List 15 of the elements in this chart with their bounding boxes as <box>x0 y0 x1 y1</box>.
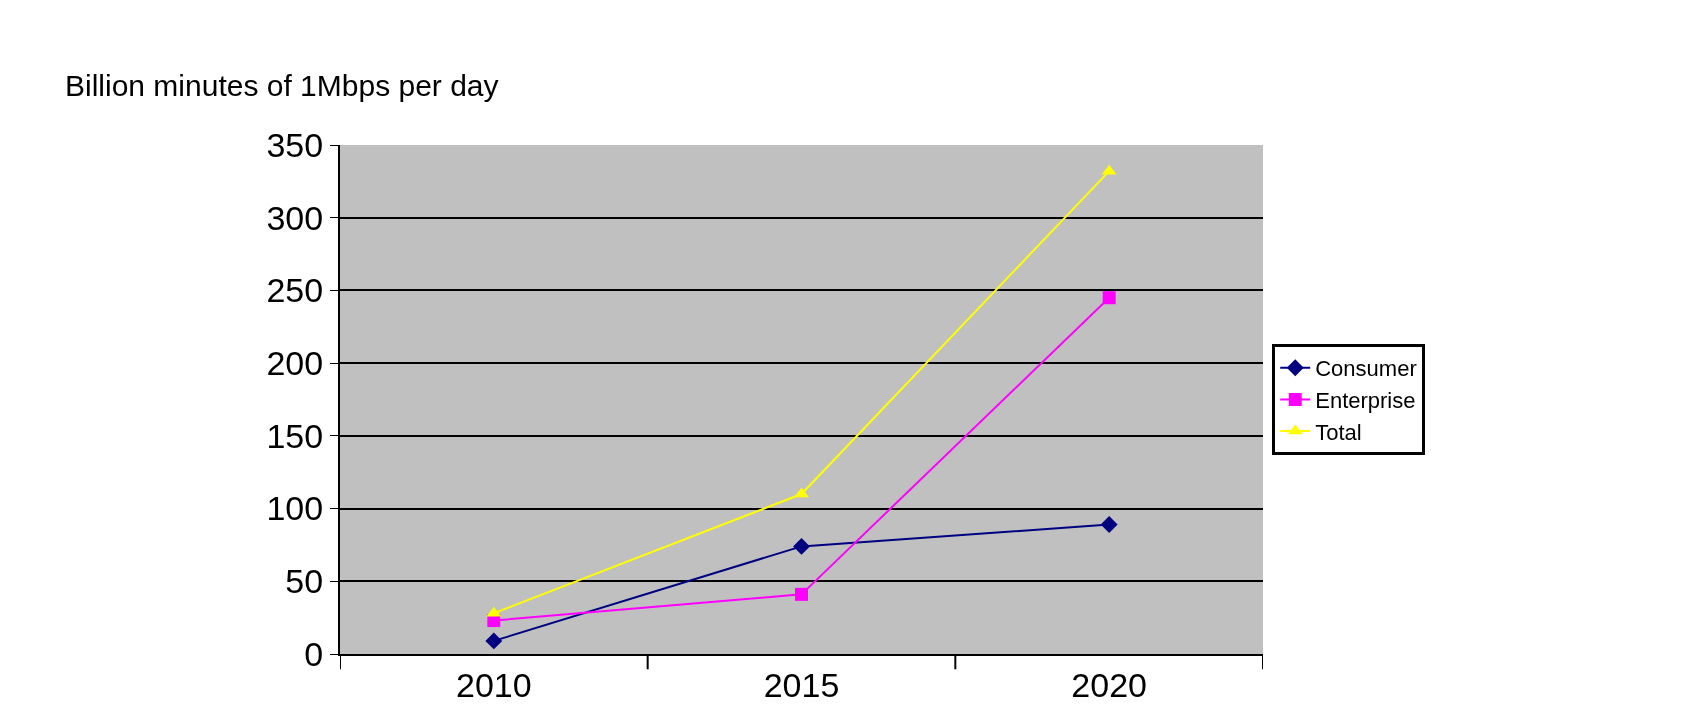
y-tick-label: 300 <box>266 198 324 237</box>
legend-label: Enterprise <box>1315 387 1416 413</box>
y-tick-label: 50 <box>285 562 324 601</box>
legend-label: Total <box>1315 419 1362 445</box>
y-tick-label: 200 <box>266 344 324 383</box>
x-tick-label: 2015 <box>763 665 840 704</box>
y-tick-label: 250 <box>266 271 324 310</box>
y-tick-label: 100 <box>266 489 324 528</box>
x-tick-label: 2010 <box>456 665 532 704</box>
y-tick-label: 0 <box>304 634 324 673</box>
legend-label: Consumer <box>1315 356 1417 382</box>
y-tick-label: 350 <box>266 125 324 164</box>
y-axis-title: Billion minutes of 1Mbps per day <box>65 69 499 102</box>
y-tick-label: 150 <box>266 416 324 455</box>
x-tick-label: 2020 <box>1071 665 1147 704</box>
